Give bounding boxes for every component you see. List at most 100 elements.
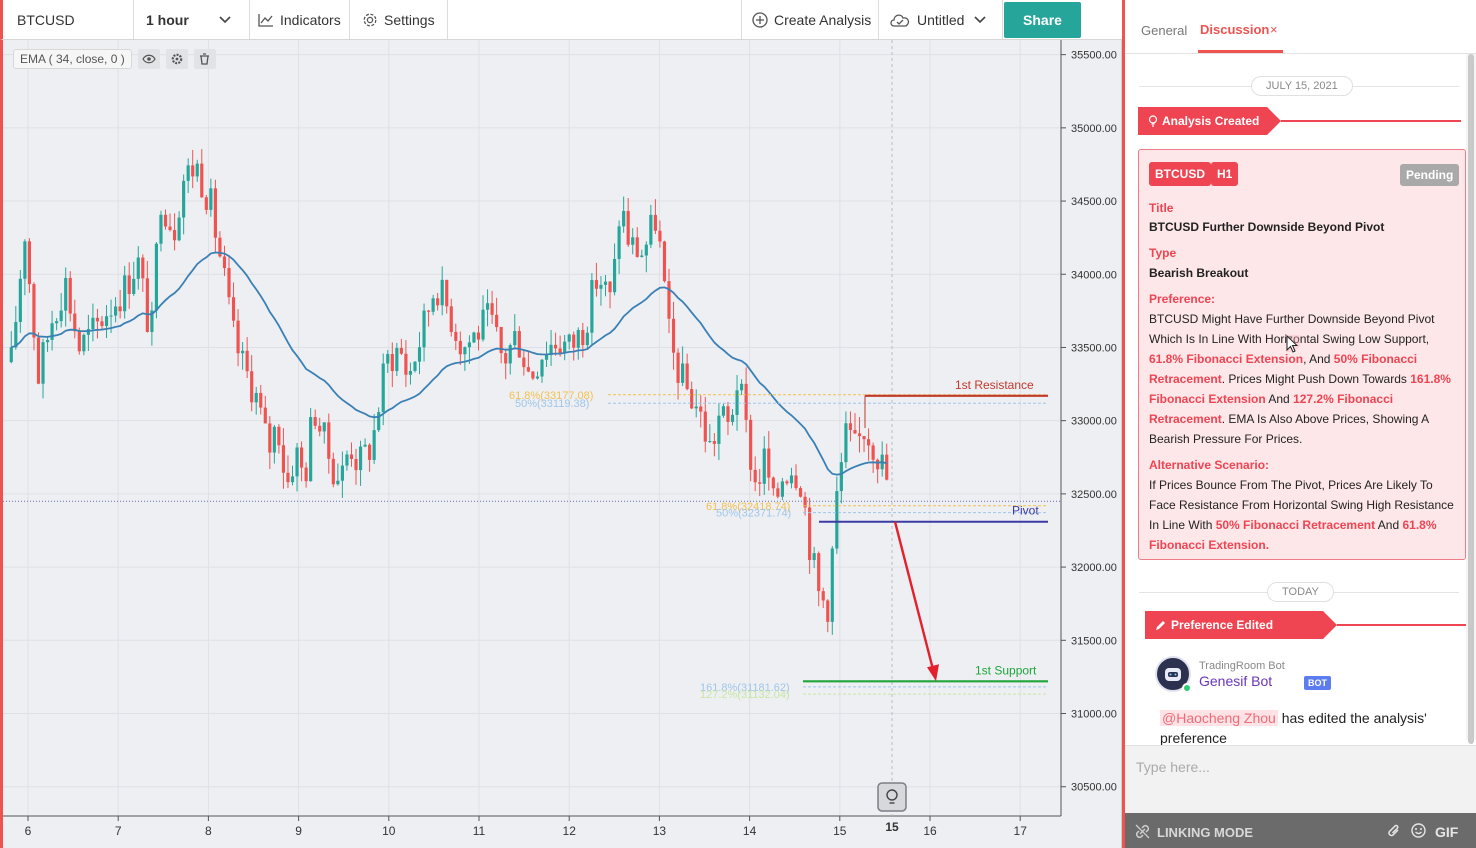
candle-body: [554, 344, 558, 349]
candle-body: [395, 347, 399, 372]
tab-general[interactable]: General: [1141, 23, 1188, 38]
online-indicator: [1182, 683, 1192, 693]
analysis-type: Bearish Breakout: [1149, 266, 1249, 280]
candle-body: [304, 467, 308, 482]
linking-mode-toggle[interactable]: LINKING MODE: [1157, 825, 1254, 840]
candle-body: [658, 230, 662, 242]
link-off-icon[interactable]: [1134, 823, 1151, 840]
scrollbar[interactable]: [1466, 54, 1476, 744]
price-axis-label: 34500.00: [1071, 196, 1117, 208]
create-analysis-button[interactable]: Create Analysis: [741, 0, 879, 39]
trash-icon[interactable]: [193, 48, 216, 69]
candle-body: [803, 496, 807, 508]
candle-body: [490, 303, 494, 315]
candle-body: [563, 341, 567, 354]
candle-body: [186, 165, 190, 181]
cloud-check-icon: [890, 13, 910, 27]
crosshair-time-label: 15: [885, 820, 899, 834]
candle-body: [608, 281, 612, 293]
candle-body: [504, 353, 508, 364]
settings-button[interactable]: Settings: [350, 0, 448, 39]
candle-body: [55, 321, 59, 324]
price-axis-label: 32000.00: [1071, 562, 1117, 574]
chart-background: [3, 40, 1121, 848]
alternative-text: If Prices Bounce From The Pivot, Prices …: [1149, 478, 1454, 552]
ema-legend-label[interactable]: EMA ( 34, close, 0 ): [13, 48, 132, 69]
candle-body: [703, 411, 707, 442]
bot-name[interactable]: Genesif Bot: [1199, 673, 1273, 689]
candle-body: [744, 383, 748, 420]
candle-body: [290, 476, 295, 483]
candle-body: [513, 331, 517, 346]
chart-area[interactable]: 35500.00 35000.00 34500.00 34000.00 33500.00…: [0, 40, 1122, 848]
candle-body: [23, 241, 27, 279]
candle-body: [594, 280, 599, 289]
candle-body: [123, 275, 127, 312]
candle-body: [581, 329, 585, 346]
mention[interactable]: @Haocheng Zhou: [1160, 710, 1278, 726]
candle-body: [885, 454, 889, 480]
candle-body: [417, 347, 422, 362]
pencil-icon: [1156, 620, 1165, 630]
candle-body: [830, 548, 834, 622]
candle-body: [653, 214, 657, 231]
candle-body: [445, 279, 449, 307]
candle-body: [136, 257, 140, 279]
candle-body: [408, 370, 413, 375]
share-button[interactable]: Share: [1004, 2, 1081, 38]
close-icon[interactable]: ×: [1270, 22, 1278, 37]
candle-body: [853, 429, 857, 434]
status-badge: Pending: [1400, 164, 1460, 186]
gear-icon: [363, 13, 377, 26]
layout-name: Untitled: [917, 11, 965, 28]
lightbulb-icon: [1148, 115, 1158, 127]
symbol-label: BTCUSD: [17, 11, 75, 28]
candle-body: [735, 390, 739, 415]
candle-body: [676, 352, 680, 383]
gif-button[interactable]: GIF: [1435, 824, 1459, 840]
candle-body: [191, 165, 195, 177]
candle-body: [377, 412, 381, 431]
gear-icon[interactable]: [165, 48, 188, 69]
candle-body: [209, 188, 213, 210]
candle-body: [322, 422, 326, 432]
price-axis-label: 30500.00: [1071, 782, 1117, 794]
candle-body: [458, 340, 462, 355]
discussion-panel: General Discussion × JULY 15, 2021 Analy…: [1122, 0, 1476, 848]
date-separator: TODAY: [1139, 582, 1459, 602]
layout-dropdown[interactable]: Untitled: [879, 0, 1003, 39]
analysis-title: BTCUSD Further Downside Beyond Pivot: [1149, 220, 1385, 234]
fibonacci-label: 161.8%(31181.62): [700, 682, 790, 694]
idea-button[interactable]: [877, 782, 907, 812]
candle-body: [345, 454, 349, 466]
analysis-card[interactable]: BTCUSD H1 Pending Title BTCUSD Further D…: [1138, 149, 1466, 560]
indicators-button[interactable]: Indicators: [250, 0, 350, 39]
date-label: JULY 15, 2021: [1251, 76, 1353, 96]
tab-discussion[interactable]: Discussion: [1200, 22, 1270, 37]
candle-body: [780, 481, 784, 497]
attachment-icon[interactable]: [1387, 823, 1401, 839]
eye-icon[interactable]: [137, 48, 160, 69]
candle-body: [218, 237, 222, 257]
price-axis-label: 35000.00: [1071, 123, 1117, 135]
candle-body: [767, 448, 771, 478]
candle-body: [295, 447, 299, 477]
candle-body: [241, 350, 245, 354]
emoji-icon[interactable]: [1411, 823, 1426, 838]
candle-body: [27, 241, 31, 285]
symbol-selector[interactable]: BTCUSD: [3, 0, 134, 39]
message-input[interactable]: Type here...: [1125, 745, 1476, 813]
candle-body: [808, 507, 812, 561]
chevron-down-icon: [219, 15, 231, 23]
candle-body: [635, 237, 639, 257]
candle-body: [272, 426, 276, 453]
level-label: Pivot: [1012, 504, 1039, 518]
price-chart[interactable]: 35500.00 35000.00 34500.00 34000.00 33500.00…: [3, 40, 1121, 848]
candle-body: [313, 417, 317, 426]
candle-body: [318, 425, 322, 432]
indicators-label: Indicators: [280, 11, 341, 28]
time-axis-label: 6: [25, 824, 32, 838]
interval-dropdown[interactable]: 1 hour: [134, 0, 250, 39]
projection-arrow[interactable]: [893, 521, 936, 674]
candle-body: [690, 389, 694, 409]
